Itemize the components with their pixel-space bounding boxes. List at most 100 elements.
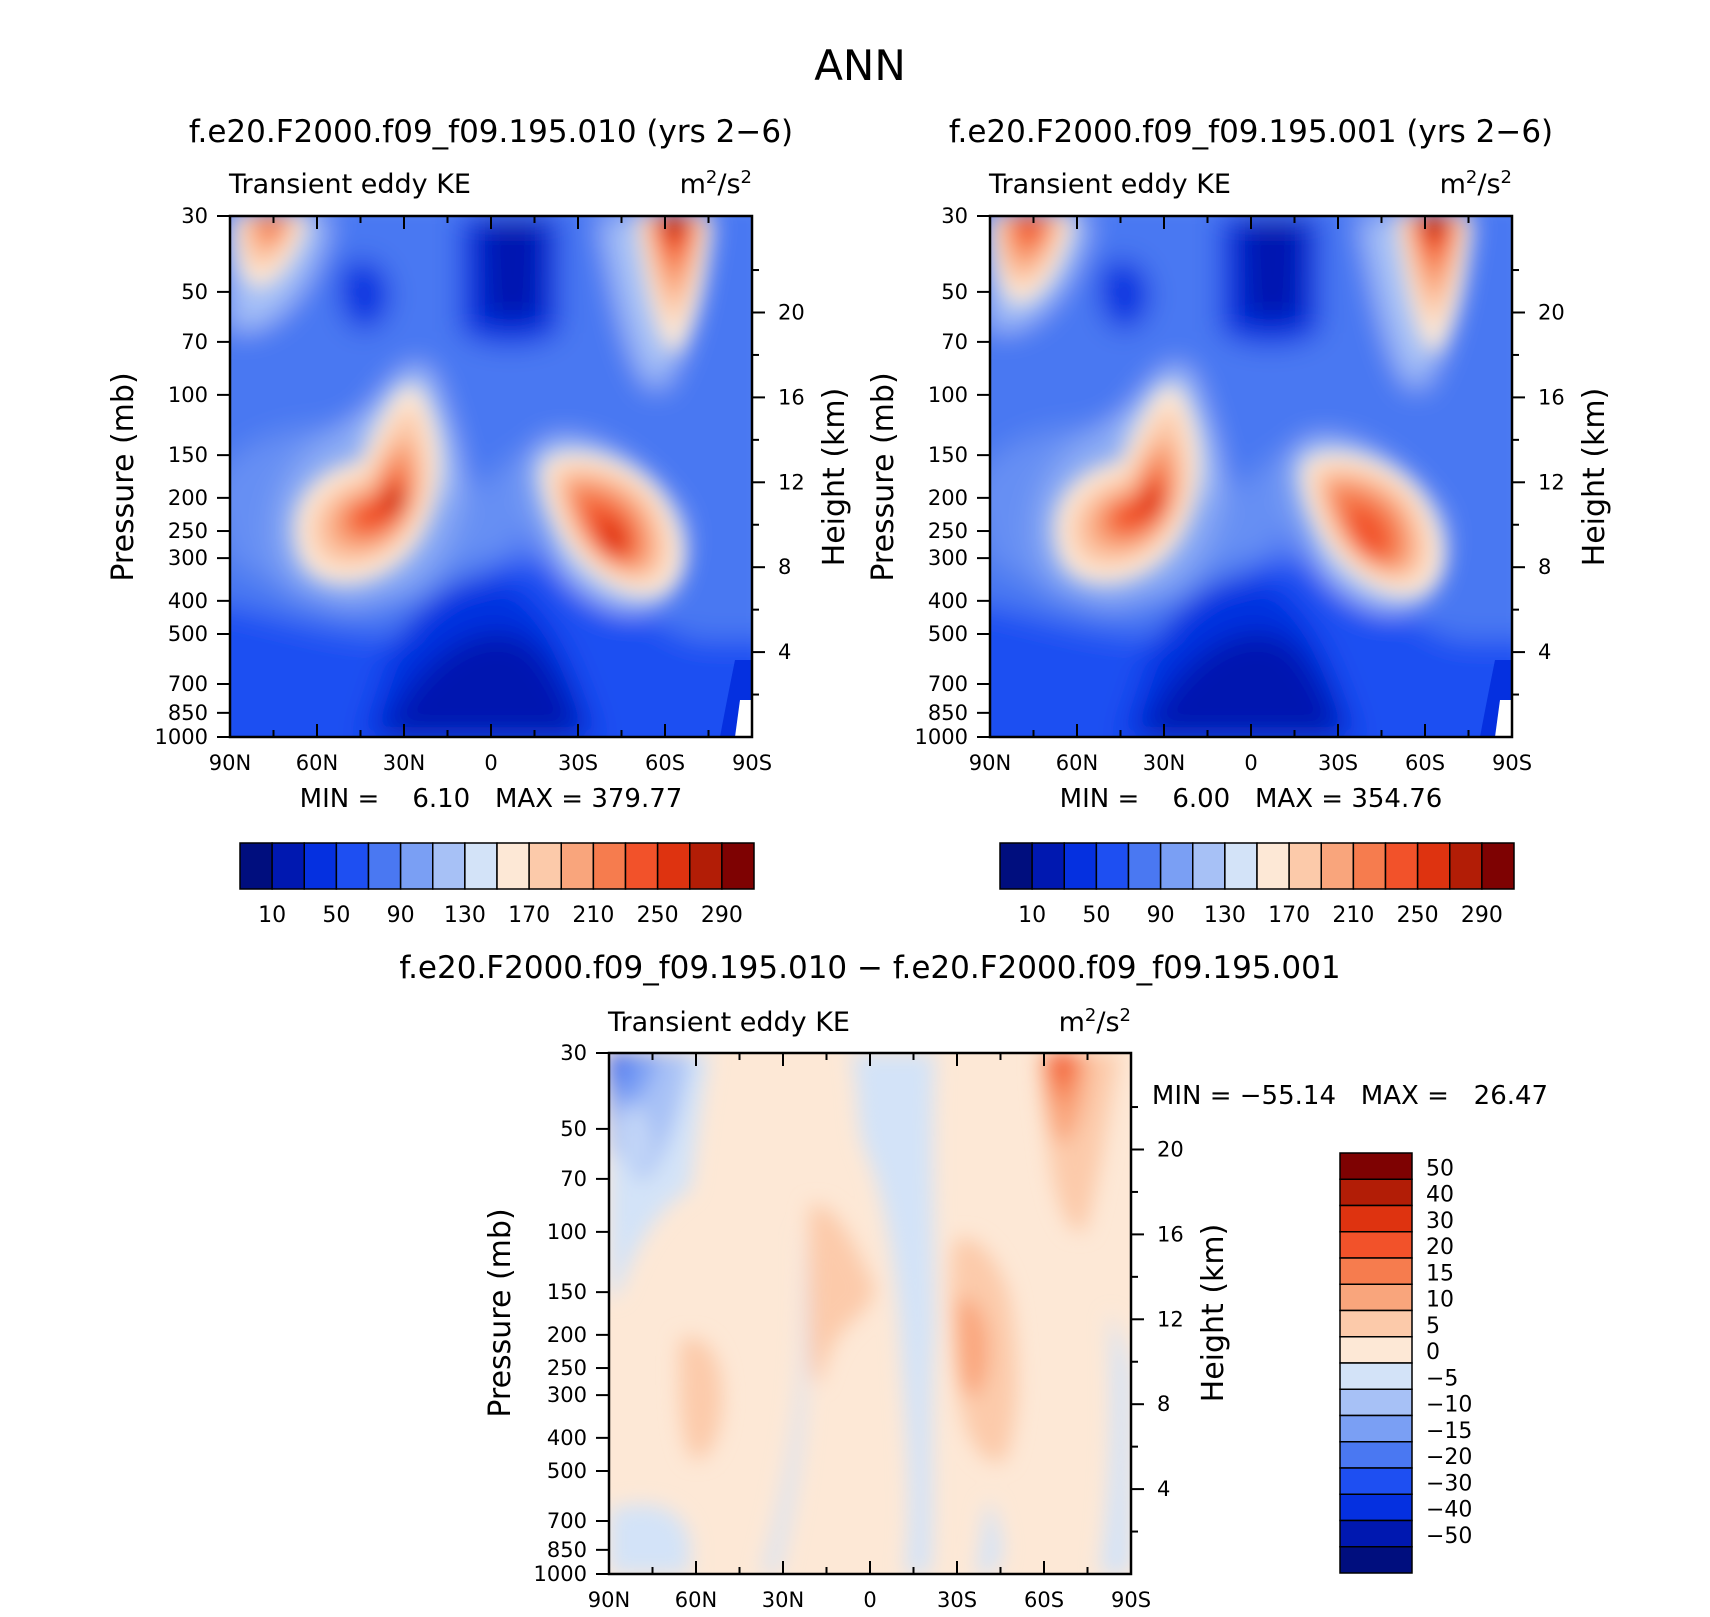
colorbar-box <box>1449 842 1483 890</box>
colorbar-box <box>1339 1467 1413 1495</box>
difference-panel-title: f.e20.F2000.f09_f09.195.010 − f.e20.F200… <box>399 950 1340 986</box>
colorbar-box <box>1339 1388 1413 1417</box>
colorbar-box <box>1339 1283 1413 1312</box>
colorbar-box <box>367 842 402 890</box>
y-tick-label: 300 <box>547 1383 587 1407</box>
colorbar-box <box>1481 842 1515 890</box>
colorbar-box <box>432 842 466 890</box>
colorbar-label: −40 <box>1426 1498 1472 1523</box>
colorbar-box <box>1159 842 1194 890</box>
colorbar-box <box>303 842 338 890</box>
y-tick-label: 850 <box>168 701 208 725</box>
x-tick-label: 30S <box>1318 751 1358 775</box>
x-tick-label: 60S <box>1024 1588 1064 1612</box>
y2-tick-label: 8 <box>1157 1392 1170 1416</box>
colorbar-box <box>1339 1441 1413 1469</box>
y-tick-label: 70 <box>941 330 968 354</box>
right-min-max: MIN = 6.00 MAX = 354.76 <box>1060 784 1443 814</box>
y2-tick-label: 12 <box>778 470 805 494</box>
colorbar-box <box>1256 842 1290 890</box>
colorbar-label: 50 <box>1082 903 1110 928</box>
colorbar-label: 210 <box>572 903 614 928</box>
y-tick-label: 70 <box>560 1167 587 1191</box>
right-x-axis: 90N 60N 30N 0 30S 60S 90S <box>969 216 1532 775</box>
y-tick-label: 30 <box>941 204 968 228</box>
y-tick-label: 400 <box>547 1426 587 1450</box>
x-tick-label: 30S <box>937 1588 977 1612</box>
colorbar-label: 50 <box>1426 1156 1454 1181</box>
left-panel: 90N 60N 30N 0 30S 60S 90S 30507010015020025030… <box>106 167 852 928</box>
difference-contour-field <box>609 1053 1131 1574</box>
x-tick-label: 90S <box>732 751 772 775</box>
right-contour-field <box>990 216 1512 737</box>
x-tick-label: 90S <box>1111 1588 1151 1612</box>
y-tick-label: 400 <box>928 589 968 613</box>
y-tick-label: 50 <box>181 280 208 304</box>
colorbar-box <box>560 842 595 890</box>
colorbar-box <box>271 842 305 890</box>
right-units: m2/s2 <box>1440 167 1512 200</box>
y-tick-label: 30 <box>181 204 208 228</box>
left-y-axis-title: Pressure (mb) <box>106 372 141 581</box>
colorbar-label: −50 <box>1426 1524 1472 1549</box>
colorbar-label: 170 <box>1268 903 1310 928</box>
left-subtitle: Transient eddy KE <box>228 169 471 200</box>
colorbar-label: 10 <box>1018 903 1046 928</box>
x-tick-label: 0 <box>863 1588 876 1612</box>
y-tick-label: 500 <box>928 622 968 646</box>
left-min-max: MIN = 6.10 MAX = 379.77 <box>300 784 683 814</box>
colorbar-label: 130 <box>444 903 486 928</box>
y-tick-label: 50 <box>941 280 968 304</box>
y2-tick-label: 12 <box>1538 470 1565 494</box>
y2-tick-label: 20 <box>1538 300 1565 324</box>
y2-tick-label: 4 <box>778 640 791 664</box>
left-y2-axis: 20 16 12 8 4 <box>752 269 805 696</box>
colorbar-box <box>1339 1257 1413 1285</box>
colorbar-label: 15 <box>1426 1261 1454 1286</box>
right-panel-title: f.e20.F2000.f09_f09.195.001 (yrs 2−6) <box>949 114 1553 150</box>
colorbar-box <box>1224 842 1258 890</box>
y-tick-label: 500 <box>168 622 208 646</box>
right-subtitle: Transient eddy KE <box>988 169 1231 200</box>
colorbar-label: 30 <box>1426 1209 1454 1234</box>
colorbar-label: 10 <box>1426 1288 1454 1313</box>
colorbar-box <box>1384 842 1419 890</box>
colorbar-box <box>399 842 434 890</box>
y-tick-label: 1000 <box>534 1562 587 1586</box>
difference-y-axis-title: Pressure (mb) <box>483 1208 518 1417</box>
y-tick-label: 100 <box>168 383 208 407</box>
y2-tick-label: 20 <box>778 300 805 324</box>
y-tick-label: 250 <box>168 519 208 543</box>
colorbar-label: 90 <box>387 903 415 928</box>
colorbar-box <box>1339 1546 1413 1574</box>
colorbar-box <box>1339 1204 1413 1233</box>
x-tick-label: 90N <box>588 1588 630 1612</box>
colorbar-label: −20 <box>1426 1445 1472 1470</box>
colorbar-box <box>592 842 627 890</box>
colorbar-label: 0 <box>1426 1340 1440 1365</box>
colorbar-box <box>1339 1336 1413 1364</box>
colorbar-box <box>1320 842 1355 890</box>
y-tick-label: 700 <box>547 1509 587 1533</box>
x-tick-label: 0 <box>1244 751 1257 775</box>
colorbar-box <box>335 842 370 890</box>
colorbar-label: 290 <box>701 903 743 928</box>
difference-y2-axis: 20 16 12 8 4 <box>1131 1106 1184 1533</box>
y-tick-label: 200 <box>547 1323 587 1347</box>
y-tick-label: 250 <box>928 519 968 543</box>
colorbar-box <box>239 842 273 890</box>
y-tick-label: 150 <box>547 1280 587 1304</box>
y2-tick-label: 16 <box>1538 385 1565 409</box>
left-x-axis: 90N 60N 30N 0 30S 60S 90S <box>209 216 772 775</box>
y-tick-label: 850 <box>547 1538 587 1562</box>
y2-tick-label: 4 <box>1538 640 1551 664</box>
x-tick-label: 30N <box>762 1588 804 1612</box>
right-colorbar: 10 50 90 130 170 210 250 290 <box>999 842 1515 928</box>
colorbar-label: −5 <box>1426 1366 1458 1391</box>
difference-subtitle: Transient eddy KE <box>607 1007 850 1038</box>
